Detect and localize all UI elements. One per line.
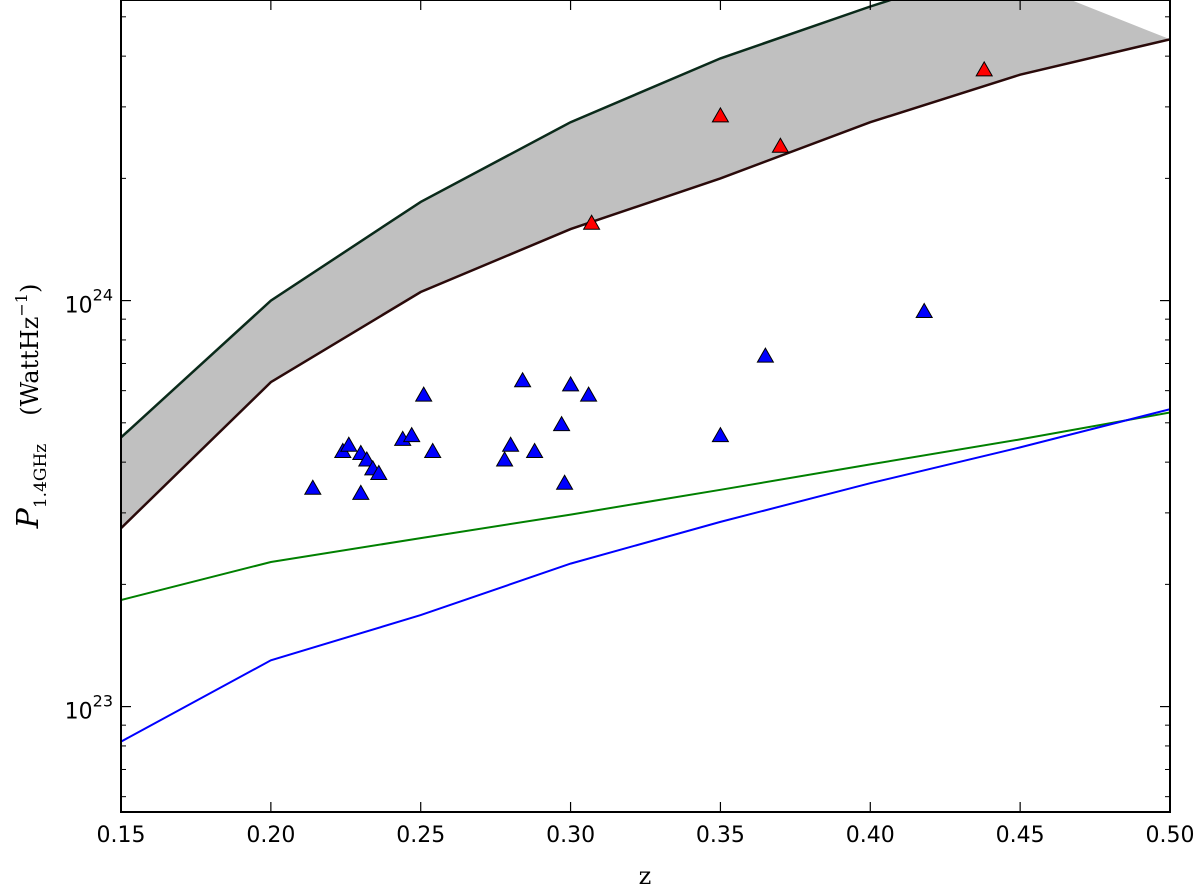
y-axis-symbol: P (11, 507, 46, 529)
axes-frame (120, 0, 1171, 813)
marker-point-s2-16 (525, 442, 544, 458)
x-tick-label: 0.25 (396, 823, 445, 848)
curve-line-1 (121, 411, 1170, 601)
marker-point-s2-10 (402, 426, 421, 443)
marker-point-s2-19 (561, 375, 580, 392)
y-tick-label: 1023 (65, 692, 113, 725)
x-tick-label: 0.50 (1146, 823, 1195, 848)
x-tick-label: 0.30 (546, 823, 595, 848)
marker-point-s2-3 (339, 436, 358, 452)
curve-line-2 (121, 408, 1170, 743)
x-tick-label: 0.45 (996, 823, 1045, 848)
x-axis-label: z (639, 862, 652, 884)
x-tick-label: 0.35 (696, 823, 745, 848)
marker-point-s2-5 (351, 484, 370, 500)
marker-point-s2-18 (555, 474, 574, 490)
marker-point-s1-3 (771, 137, 790, 153)
marker-point-s2-12 (423, 442, 442, 458)
marker-point-s2-21 (711, 426, 730, 443)
y-axis-units-exp: −1 (12, 293, 31, 317)
y-axis-subscript: 1.4GHz (31, 444, 51, 508)
y-axis-units: (WattHz (16, 317, 44, 416)
marker-point-s1-2 (711, 106, 730, 123)
marker-point-s2-13 (495, 450, 514, 467)
marker-point-s1-1 (582, 214, 601, 230)
marker-point-s1-4 (975, 60, 994, 77)
x-tick-label: 0.20 (246, 823, 295, 848)
x-tick-label: 0.15 (97, 823, 146, 848)
y-axis-units-close: ) (16, 284, 44, 293)
marker-point-s2-22 (756, 347, 775, 363)
marker-point-s2-6 (357, 450, 376, 467)
marker-point-s2-20 (579, 386, 598, 402)
y-axis-label: P1.4GHz (WattHz−1) (11, 284, 51, 530)
data-markers (303, 60, 994, 500)
marker-point-s2-11 (414, 386, 433, 402)
band-fill (121, 0, 1170, 529)
marker-point-s2-1 (303, 479, 322, 495)
marker-point-s2-14 (501, 436, 520, 452)
marker-point-s2-17 (552, 415, 571, 432)
svg-text:P1.4GHz(WattHz−1): P1.4GHz (WattHz−1) (11, 284, 51, 530)
x-tick-label: 0.40 (846, 823, 895, 848)
marker-point-s2-15 (513, 371, 532, 388)
marker-point-s2-23 (915, 302, 934, 318)
axis-ticks: 0.15 0.20 0.25 0.30 0.35 0.40 0.45 0.50 1023 1024 (65, 0, 1195, 848)
model-curves (121, 408, 1170, 743)
band-lower-line (121, 38, 1170, 530)
y-tick-label: 1024 (65, 286, 113, 319)
marker-point-s2-8 (369, 464, 388, 480)
